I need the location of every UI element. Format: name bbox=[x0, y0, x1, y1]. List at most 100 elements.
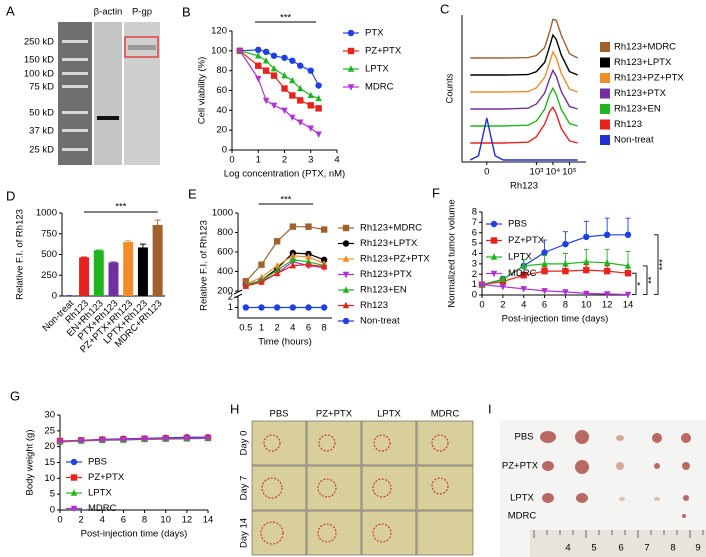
marker-label: 75 kD bbox=[29, 82, 54, 93]
x-tick-label: 8 bbox=[322, 323, 327, 334]
bar bbox=[152, 225, 163, 296]
y-tick-label: 1 bbox=[472, 279, 477, 290]
panel-label: F bbox=[432, 185, 440, 200]
tumor bbox=[683, 495, 689, 501]
series-line bbox=[239, 50, 319, 109]
legend-marker bbox=[347, 29, 355, 37]
tumor bbox=[616, 435, 624, 441]
legend-label: PTX bbox=[365, 28, 384, 39]
tumor bbox=[575, 430, 589, 444]
panel-label: A bbox=[6, 3, 15, 18]
lane-label: P-gp bbox=[132, 7, 152, 18]
y-tick-label: 7 bbox=[472, 217, 477, 228]
y-tick-label: 25 bbox=[44, 425, 55, 436]
y-tick-label: 20 bbox=[216, 125, 227, 136]
marker-label: 25 kD bbox=[29, 145, 54, 156]
ladder-band bbox=[62, 148, 88, 151]
y-tick-label: 3 bbox=[472, 258, 477, 269]
data-point bbox=[583, 258, 590, 265]
ruler-label: 6 bbox=[618, 543, 623, 554]
y-tick-label: 0 bbox=[472, 290, 477, 301]
y-tick-label: 1000 bbox=[36, 208, 57, 219]
tumor bbox=[681, 433, 691, 443]
photo bbox=[416, 510, 474, 556]
ladder-band bbox=[62, 129, 88, 132]
y-tick-label: 1 bbox=[228, 302, 233, 313]
legend-label: LPTX bbox=[88, 488, 112, 499]
y-axis-label: Relative F.I. of Rh123 bbox=[199, 220, 210, 311]
data-point bbox=[320, 262, 328, 270]
error-bar bbox=[154, 219, 161, 226]
y-tick-label: 120 bbox=[211, 26, 227, 37]
series-line bbox=[245, 264, 325, 287]
data-point bbox=[141, 436, 148, 443]
data-point bbox=[56, 438, 64, 446]
tumor-circle bbox=[373, 434, 391, 452]
photo bbox=[306, 465, 362, 511]
legend-label: LPTX bbox=[365, 64, 389, 75]
bar bbox=[108, 262, 119, 296]
histogram-curve bbox=[470, 68, 578, 110]
legend-marker bbox=[70, 505, 78, 513]
lane-label: β-actin bbox=[94, 7, 123, 18]
data-point bbox=[258, 304, 265, 311]
series-line bbox=[481, 261, 629, 286]
x-tick-label: 0 bbox=[479, 300, 484, 311]
data-point bbox=[541, 288, 548, 295]
legend-label: PZ+PTX bbox=[508, 235, 545, 246]
ladder-band bbox=[62, 111, 88, 114]
panel-label: I bbox=[488, 401, 492, 416]
data-point bbox=[120, 437, 127, 444]
data-point bbox=[289, 92, 296, 99]
row-label: Day 14 bbox=[239, 518, 250, 548]
data-point bbox=[305, 260, 312, 268]
photo bbox=[361, 510, 417, 556]
data-point bbox=[562, 267, 569, 275]
legend-label: Non-treat bbox=[360, 316, 400, 327]
ruler-label: 9 bbox=[695, 543, 700, 554]
marker-label: 37 kD bbox=[29, 126, 54, 137]
y-axis-label: Counts bbox=[445, 73, 456, 103]
series-line bbox=[245, 259, 325, 286]
data-point bbox=[258, 261, 265, 268]
panel-label: G bbox=[10, 388, 20, 403]
column-label: PBS bbox=[269, 409, 288, 420]
photo bbox=[361, 420, 417, 466]
x-axis-label: Rh123 bbox=[510, 181, 538, 192]
data-point bbox=[603, 231, 611, 239]
data-point bbox=[320, 304, 328, 311]
x-tick-label: 0 bbox=[57, 515, 62, 526]
y-axis-label: Body weight (g) bbox=[25, 429, 36, 495]
legend-label: Rh123+EN bbox=[614, 104, 661, 115]
x-axis-label: Post-injection time (days) bbox=[81, 529, 188, 540]
data-point bbox=[499, 284, 507, 291]
data-point bbox=[255, 52, 262, 59]
x-tick-label: 1 bbox=[259, 323, 264, 334]
data-point bbox=[273, 238, 281, 245]
y-tick-label: 15 bbox=[44, 457, 55, 468]
row-label: MDRC bbox=[508, 511, 537, 522]
data-point bbox=[624, 231, 632, 239]
row-label: Day 7 bbox=[239, 476, 250, 501]
data-point bbox=[204, 435, 212, 442]
legend-label: Rh123+EN bbox=[360, 285, 407, 296]
x-tick-label: 12 bbox=[602, 300, 613, 311]
tumor-circle bbox=[317, 478, 337, 498]
row-label: PBS bbox=[514, 432, 533, 443]
x-tick-label: 2 bbox=[282, 155, 287, 166]
tumor bbox=[576, 493, 588, 503]
legend-marker bbox=[342, 271, 350, 279]
x-tick-label: 0 bbox=[484, 167, 489, 178]
legend-label: Rh123+PTX bbox=[614, 88, 667, 99]
x-tick-label: 0.5 bbox=[239, 323, 252, 334]
legend-swatch bbox=[600, 119, 610, 130]
legend-label: MDRC bbox=[508, 268, 537, 279]
y-tick-label: 8 bbox=[472, 207, 477, 218]
legend-marker bbox=[490, 270, 498, 278]
x-tick-label: 2 bbox=[78, 515, 83, 526]
axis-break bbox=[233, 289, 243, 295]
panel-label: B bbox=[182, 4, 191, 19]
tumor-circle bbox=[263, 434, 281, 452]
photo bbox=[251, 420, 307, 466]
